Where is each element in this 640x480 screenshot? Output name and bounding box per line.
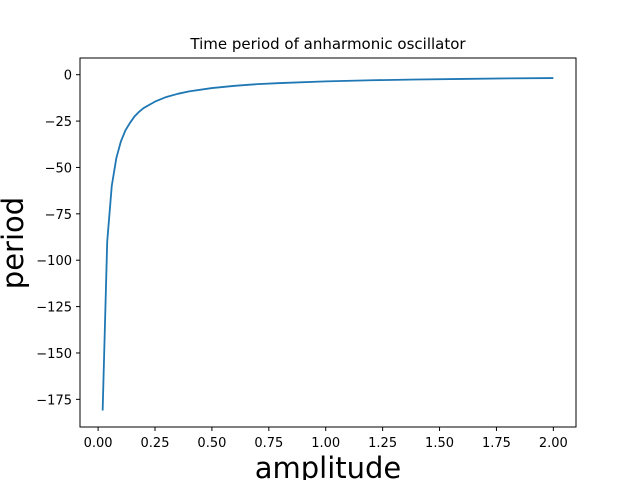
x-tick-label: 0.00 <box>84 436 113 451</box>
x-tick-label: 0.75 <box>254 436 283 451</box>
y-tick-label: −150 <box>36 347 72 362</box>
series-line-0 <box>101 77 554 411</box>
x-tick-label: 2.00 <box>539 436 568 451</box>
x-tick-label: 1.00 <box>311 436 340 451</box>
y-tick-label: −125 <box>36 301 72 316</box>
x-tick-label: 1.75 <box>482 436 511 451</box>
x-tick-label: 0.50 <box>197 436 226 451</box>
y-tick-label: 0 <box>64 69 72 84</box>
y-tick-label: −175 <box>36 393 72 408</box>
x-axis-label: amplitude <box>255 451 402 480</box>
plot-frame <box>79 57 577 428</box>
x-tick-label: 1.50 <box>425 436 454 451</box>
y-tick-label: −50 <box>45 161 72 176</box>
y-tick-label: −25 <box>45 115 72 130</box>
x-tick-label: 0.25 <box>141 436 170 451</box>
y-axis-ticks: 0 −25 −50 −75 −100 −125 −150 −175 <box>36 69 80 408</box>
y-axis-label: period <box>0 197 30 289</box>
x-axis-ticks: 0.00 0.25 0.50 0.75 1.00 1.25 1.50 1.75 2.00 <box>84 427 568 451</box>
y-tick-label: −100 <box>36 254 72 269</box>
x-tick-label: 1.25 <box>368 436 397 451</box>
chart-title: Time period of anharmonic oscillator <box>189 35 466 53</box>
series-layer <box>101 77 554 411</box>
y-tick-label: −75 <box>45 208 72 223</box>
